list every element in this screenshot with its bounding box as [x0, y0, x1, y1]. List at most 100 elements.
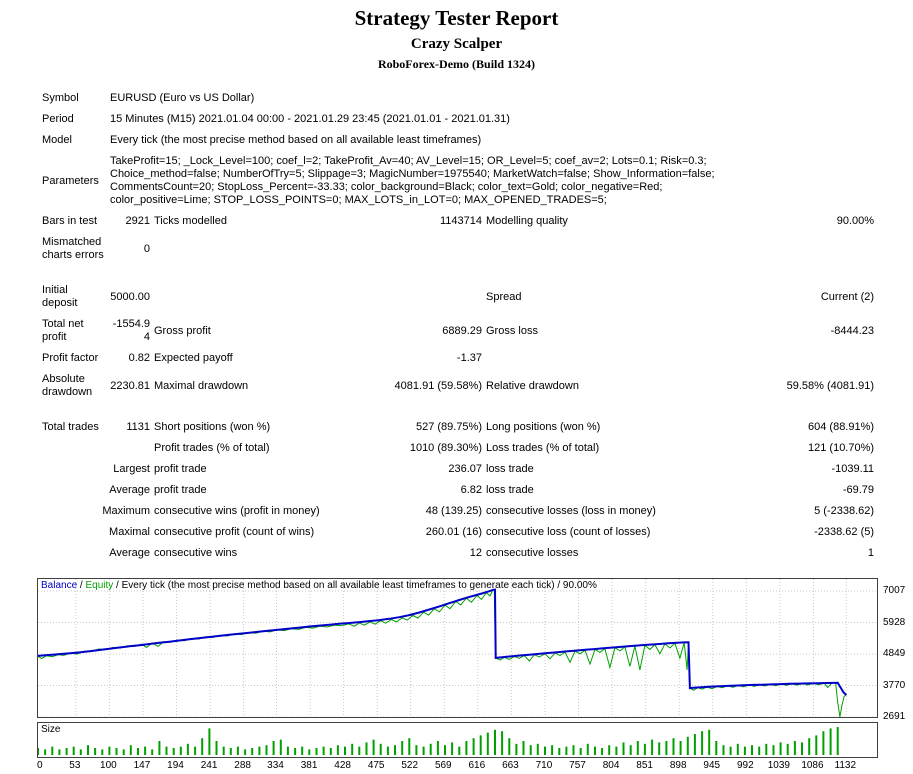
- x-axis-label: 663: [502, 760, 519, 771]
- table-row: Absolute drawdown 2230.81 Maximal drawdo…: [40, 369, 876, 403]
- table-row: Average consecutive wins 12 consecutive …: [40, 543, 876, 564]
- x-axis-label: 616: [468, 760, 486, 771]
- legend-equity-label: Equity: [85, 580, 114, 591]
- short-positions-label: Short positions (won %): [154, 421, 271, 433]
- maximal-label: Maximal: [109, 526, 150, 538]
- table-row: Average profit trade 6.82 loss trade -69…: [40, 480, 876, 501]
- average-loss-trade-value: -69.79: [842, 484, 875, 496]
- empty-cell: [152, 280, 384, 314]
- parameters-label: Parameters: [42, 174, 99, 187]
- net-profit-label: Total net profit: [42, 318, 84, 343]
- section-spacer: [40, 403, 876, 417]
- section-spacer: [40, 266, 876, 280]
- net-profit-value: -1554.94: [112, 318, 150, 343]
- ticks-modelled-value: 1143714: [439, 215, 482, 227]
- equity-line: [38, 588, 847, 717]
- report-title: Strategy Tester Report: [354, 6, 559, 30]
- legend-balance-label: Balance: [41, 580, 78, 591]
- spread-value: Current (2): [820, 290, 875, 303]
- x-axis-label: 241: [200, 760, 218, 771]
- ticks-modelled-label: Ticks modelled: [154, 215, 227, 227]
- x-axis-label: 100: [100, 760, 117, 771]
- table-row: Parameters TakeProfit=15; _Lock_Level=10…: [40, 151, 876, 211]
- avg-consecutive-losses-label: consecutive losses: [486, 547, 579, 559]
- empty-cell: [384, 280, 484, 314]
- table-row: Total trades 1131 Short positions (won %…: [40, 417, 876, 438]
- x-axis-label: 147: [133, 760, 151, 771]
- period-value: 15 Minutes (M15) 2021.01.04 00:00 - 2021…: [110, 113, 510, 125]
- avg-consecutive-wins-label: consecutive wins: [154, 547, 238, 559]
- modelling-quality-value: 90.00%: [836, 215, 875, 227]
- y-axis-label: 3770: [883, 679, 906, 691]
- gross-profit-value: 6889.29: [442, 324, 482, 337]
- avg-consecutive-losses-value: 1: [867, 547, 875, 559]
- max-consecutive-loss-value: -2338.62 (5): [814, 526, 875, 538]
- legend-description: / Every tick (the most precise method ba…: [113, 580, 597, 591]
- report-table: Symbol EURUSD (Euro vs US Dollar) Period…: [40, 88, 876, 564]
- table-row: Largest profit trade 236.07 loss trade -…: [40, 459, 876, 480]
- bars-in-test-value: 2921: [125, 215, 150, 227]
- x-axis-label: 804: [602, 760, 620, 771]
- y-axis-label: 5928: [883, 616, 906, 628]
- x-axis-labels: 0 53 100 147 194 241 288 334 381 428 475 522 569 616 6…: [37, 760, 878, 773]
- empty-cell: [484, 348, 720, 369]
- modelling-quality-label: Modelling quality: [486, 215, 568, 227]
- balance-equity-chart: Balance / Equity / Every tick (the most …: [37, 578, 878, 718]
- x-axis-label: 428: [334, 760, 351, 771]
- lot-size-bars: [38, 727, 839, 755]
- size-chart: Size: [37, 722, 878, 758]
- gross-loss-value: -8444.23: [830, 324, 875, 337]
- expected-payoff-label: Expected payoff: [154, 352, 233, 364]
- total-trades-value: 1131: [126, 421, 150, 433]
- spread-label: Spread: [486, 290, 522, 303]
- bars-in-test-label: Bars in test: [42, 215, 98, 227]
- legend-separator: /: [77, 580, 86, 591]
- x-axis-label: 194: [167, 760, 184, 771]
- balance-line: [38, 588, 847, 696]
- average-label: Average: [109, 484, 150, 496]
- x-axis-label: 381: [300, 760, 318, 771]
- largest-profit-trade-label: profit trade: [154, 463, 207, 475]
- table-row: Total net profit -1554.94 Gross profit 6…: [40, 314, 876, 348]
- table-row: Profit trades (% of total) 1010 (89.30%)…: [40, 438, 876, 459]
- profit-trades-value: 1010 (89.30%): [409, 442, 482, 454]
- model-value: Every tick (the most precise method base…: [110, 134, 482, 146]
- report-header: Strategy Tester Report Crazy Scalper Rob…: [0, 0, 913, 72]
- x-axis-label: 53: [69, 760, 81, 771]
- max-consecutive-losses-value: 5 (-2338.62): [814, 505, 875, 517]
- avg-consecutive-wins-value: 12: [469, 547, 482, 559]
- expert-name: Crazy Scalper: [410, 36, 503, 52]
- x-axis-label: 992: [736, 760, 754, 771]
- x-axis-label: 522: [401, 760, 419, 771]
- table-row: Maximal consecutive profit (count of win…: [40, 522, 876, 543]
- x-axis-label: 898: [669, 760, 687, 771]
- average-profit-trade-value: 6.82: [460, 484, 482, 496]
- parameters-value: TakeProfit=15; _Lock_Level=100; coef_l=2…: [110, 155, 715, 206]
- spacer-cell: [40, 266, 876, 280]
- largest-profit-trade-value: 236.07: [448, 463, 482, 475]
- long-positions-value: 604 (88.91%): [808, 421, 875, 433]
- largest-loss-trade-value: -1039.11: [831, 463, 875, 475]
- table-row: Mismatched charts errors 0: [40, 232, 876, 266]
- x-axis-label: 1039: [767, 760, 790, 771]
- profit-trades-label: Profit trades (% of total): [154, 442, 270, 454]
- max-consecutive-losses-label: consecutive losses (loss in money): [486, 505, 656, 517]
- max-consecutive-profit-value: 260.01 (16): [425, 526, 482, 538]
- x-axis-label: 475: [367, 760, 385, 771]
- x-axis-label: 288: [234, 760, 251, 771]
- loss-trades-label: Loss trades (% of total): [486, 442, 600, 454]
- x-axis-label: 851: [636, 760, 653, 771]
- average2-label: Average: [109, 547, 150, 559]
- table-row: Maximum consecutive wins (profit in mone…: [40, 501, 876, 522]
- period-label: Period: [42, 113, 74, 125]
- table-row: Model Every tick (the most precise metho…: [40, 130, 876, 151]
- absolute-drawdown-value: 2230.81: [110, 379, 150, 392]
- x-axis-label: 1086: [801, 760, 824, 771]
- x-axis-label: 569: [434, 760, 452, 771]
- average-profit-trade-label: profit trade: [154, 484, 207, 496]
- profit-factor-value: 0.82: [128, 352, 150, 364]
- model-label: Model: [42, 134, 72, 146]
- long-positions-label: Long positions (won %): [486, 421, 601, 433]
- table-row: Profit factor 0.82 Expected payoff -1.37: [40, 348, 876, 369]
